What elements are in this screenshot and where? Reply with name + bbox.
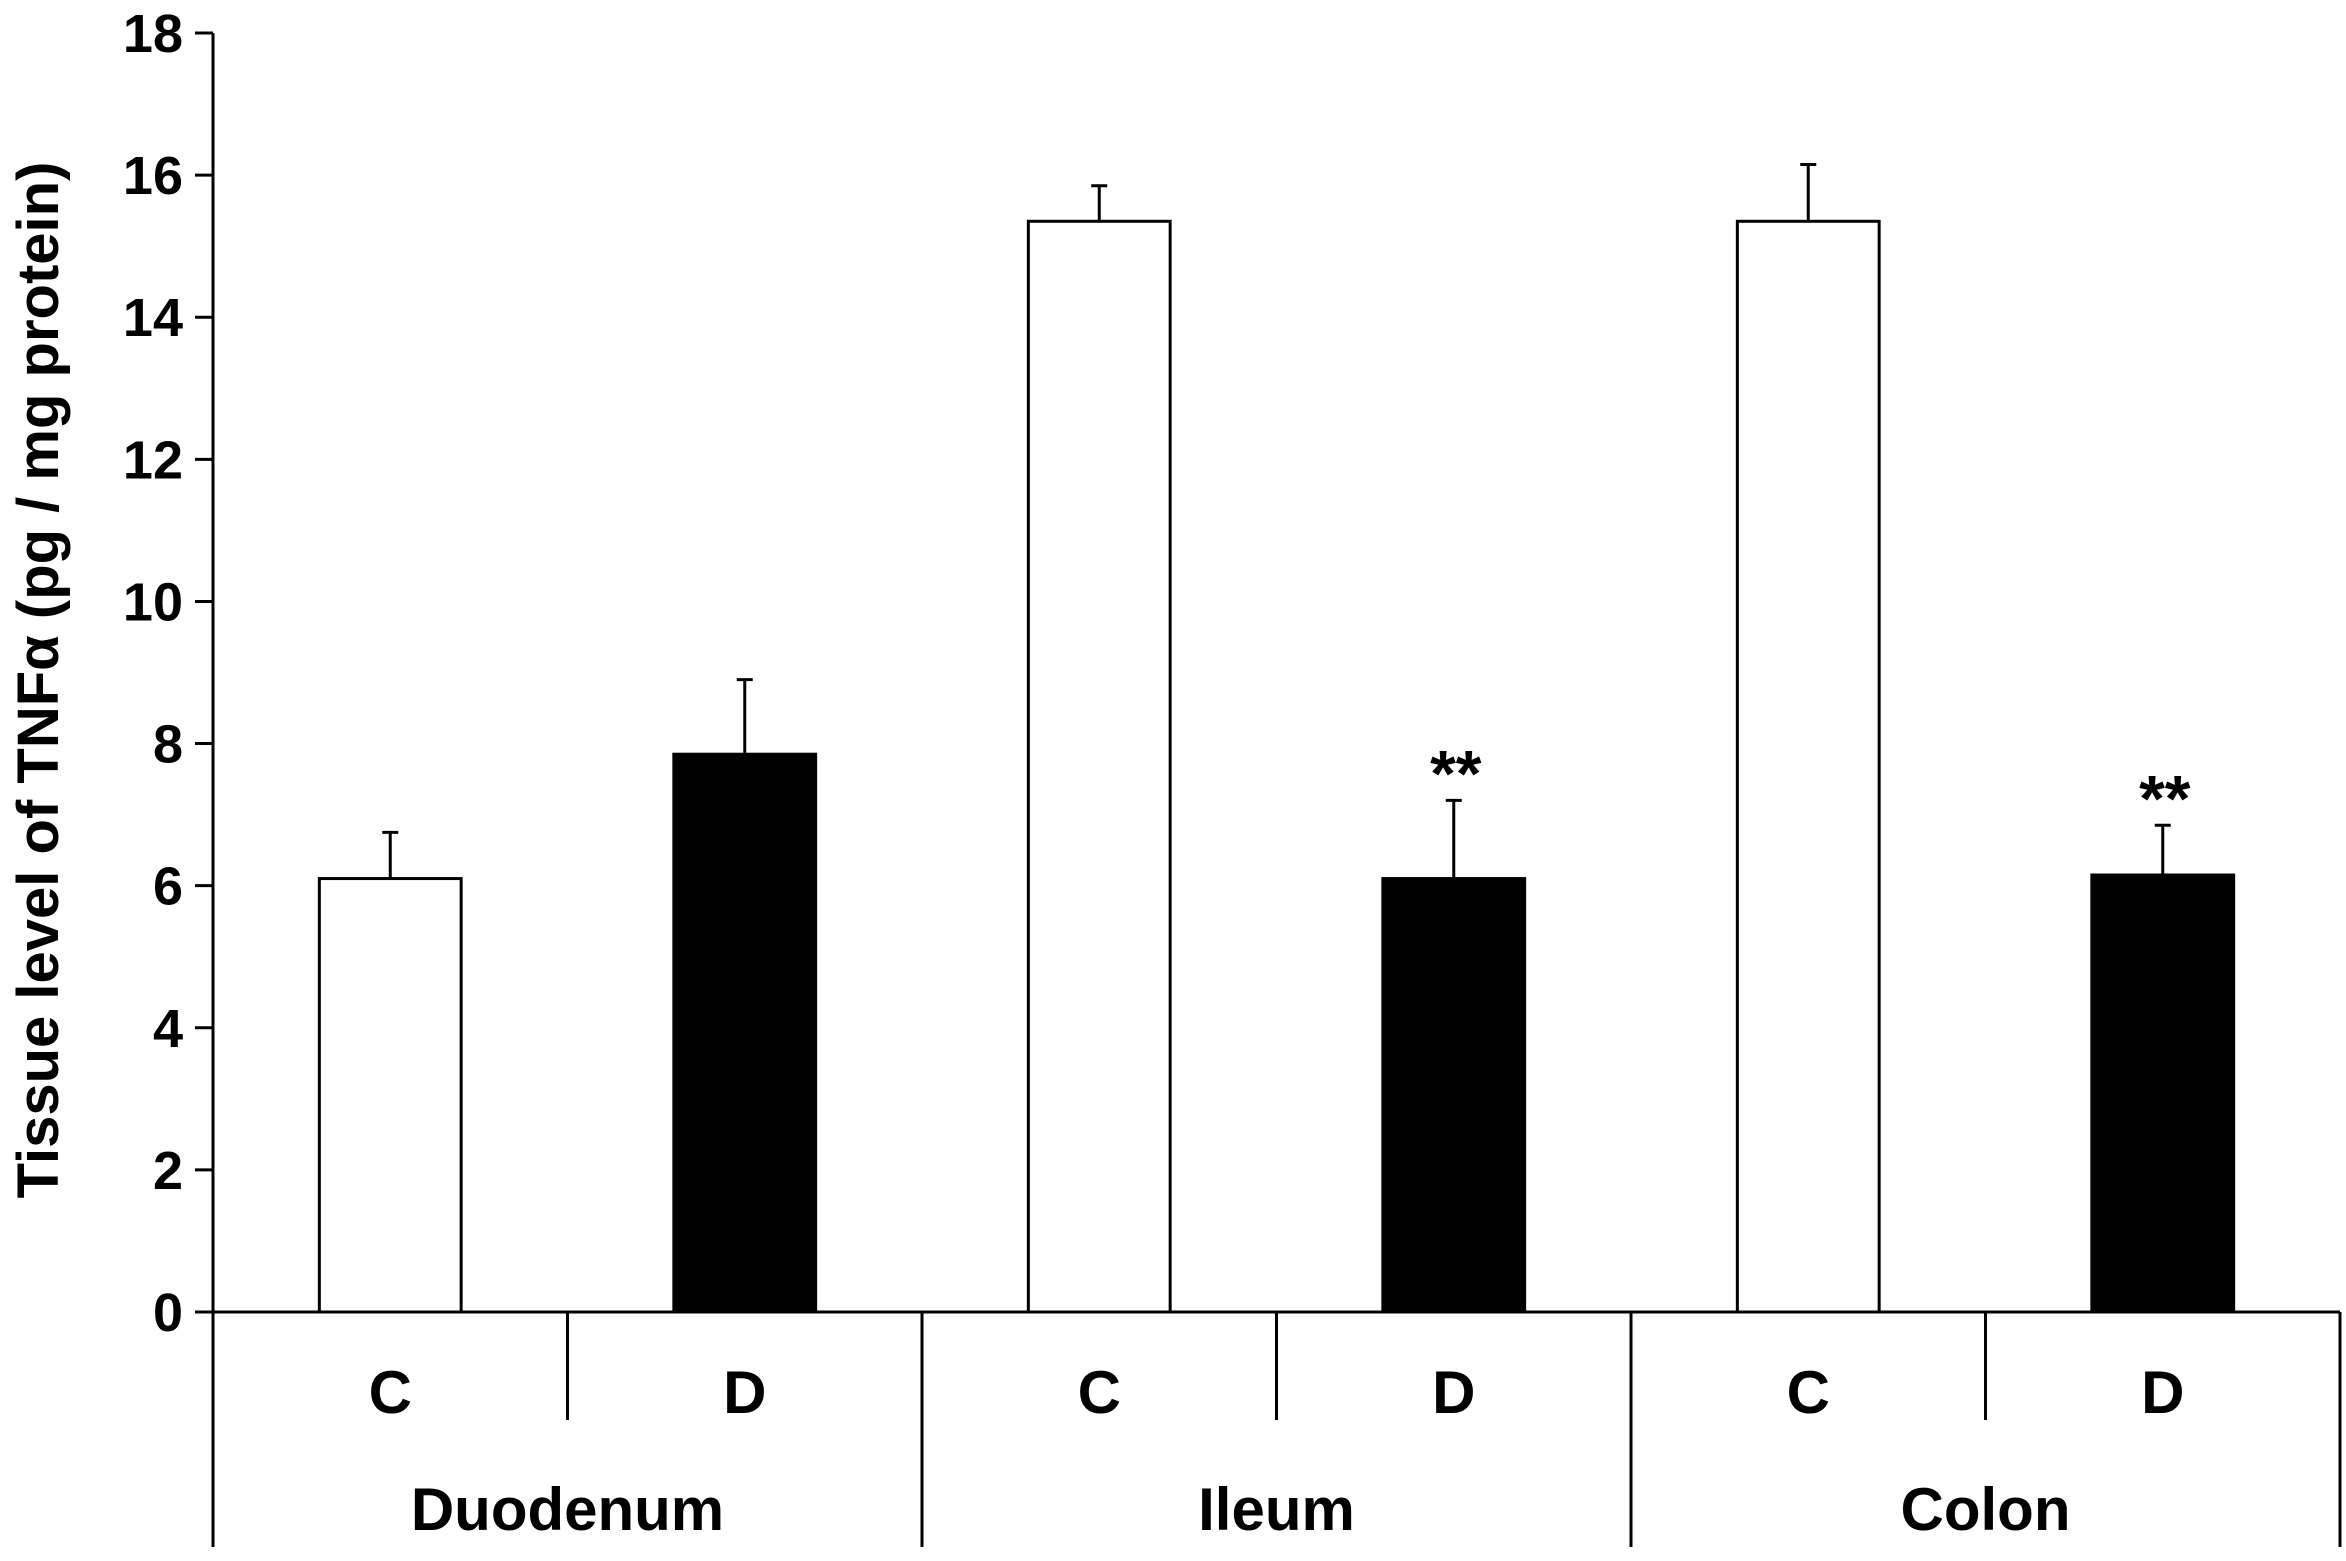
group-label: Colon bbox=[1901, 1476, 2071, 1543]
category-label: D bbox=[1432, 1359, 1475, 1426]
bar bbox=[672, 752, 818, 1314]
bar bbox=[2090, 873, 2236, 1314]
y-tick-label: 2 bbox=[153, 1141, 183, 1201]
group-label: Ileum bbox=[1198, 1476, 1355, 1543]
category-label: D bbox=[723, 1359, 766, 1426]
y-tick-label: 4 bbox=[153, 999, 183, 1059]
y-tick-label: 12 bbox=[123, 430, 183, 490]
y-axis-label: Tissue level of TNFα (pg / mg protein) bbox=[6, 162, 71, 1199]
bar bbox=[1735, 219, 1881, 1314]
y-tick-label: 0 bbox=[153, 1283, 183, 1343]
category-label: C bbox=[369, 1359, 412, 1426]
y-tick-label: 14 bbox=[123, 288, 183, 348]
y-tick-label: 8 bbox=[153, 715, 183, 775]
category-labels: Duodenum C D Ileum C D Colon C D bbox=[369, 1359, 2185, 1543]
bar bbox=[1026, 219, 1172, 1314]
category-label: C bbox=[1787, 1359, 1830, 1426]
axes: 0 2 4 6 8 10 12 14 16 18 bbox=[123, 4, 2342, 1547]
category-label: D bbox=[2141, 1359, 2184, 1426]
y-tick-label: 16 bbox=[123, 146, 183, 206]
y-tick-label: 6 bbox=[153, 857, 183, 917]
significance-marker: ** bbox=[1430, 736, 1482, 810]
y-tick-label: 10 bbox=[123, 572, 183, 632]
y-tick-label: 18 bbox=[123, 4, 183, 64]
bars: ** ** bbox=[317, 162, 2236, 1314]
bar bbox=[317, 877, 463, 1314]
group-label: Duodenum bbox=[411, 1476, 724, 1543]
significance-marker: ** bbox=[2139, 761, 2191, 835]
category-label: C bbox=[1078, 1359, 1121, 1426]
bar bbox=[1381, 877, 1527, 1314]
